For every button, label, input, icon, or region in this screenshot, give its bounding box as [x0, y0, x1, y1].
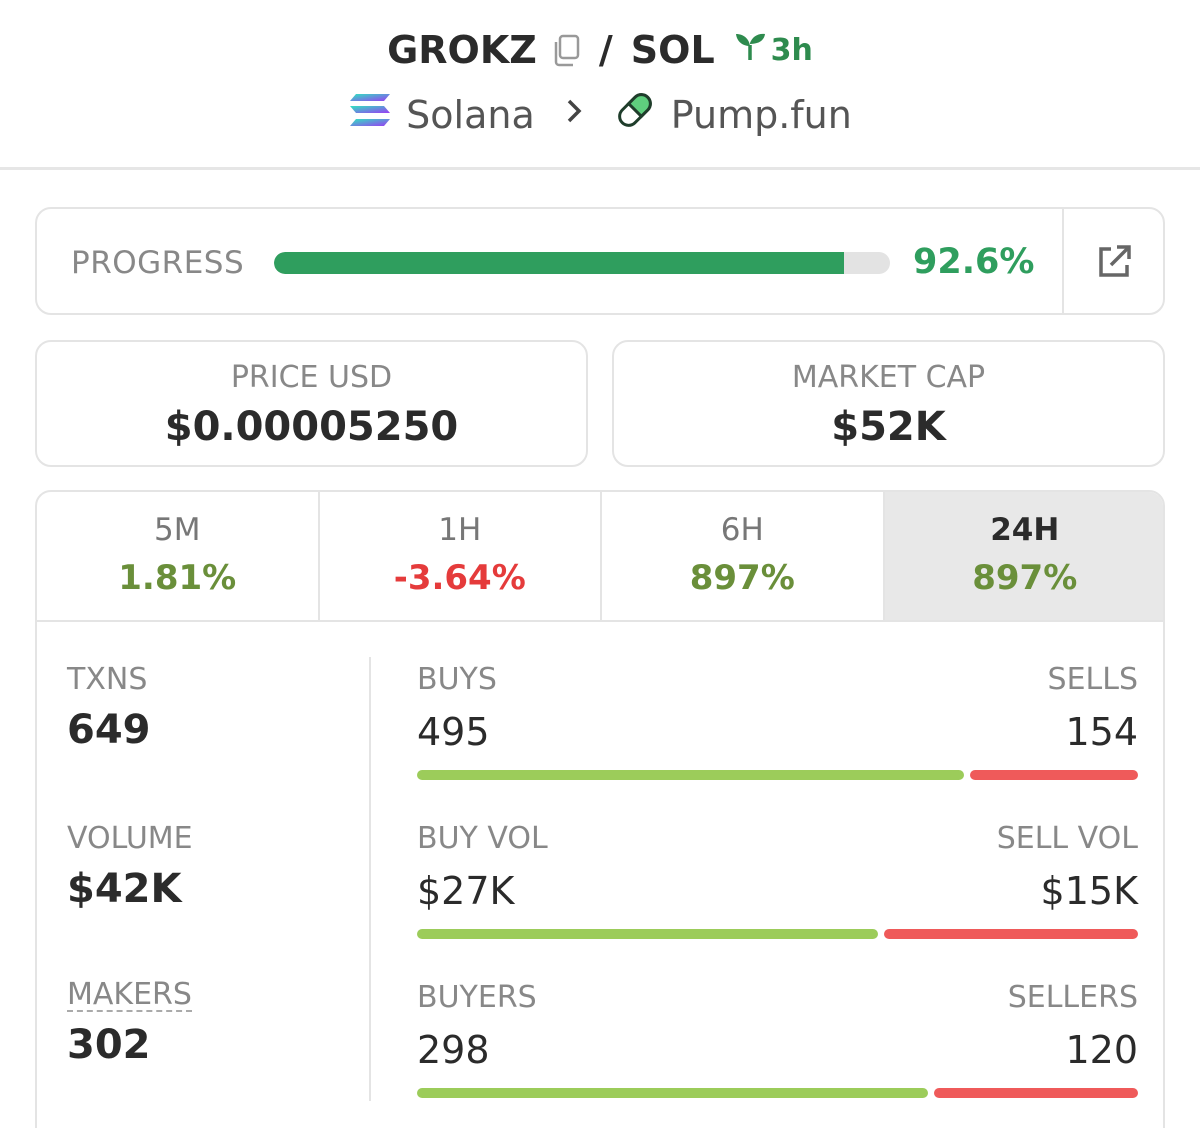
pair-header: GROKZ / SOL 3h [0, 0, 1200, 170]
txns-metric: TXNS 649 [67, 662, 151, 753]
pill-icon [613, 88, 657, 141]
buyers-label: BUYERS [417, 980, 537, 1015]
tab-change: 1.81% [118, 558, 237, 598]
buys-sells-row: BUYS SELLS 495 154 [417, 662, 1138, 792]
dex-name[interactable]: Pump.fun [670, 92, 852, 137]
volume-split-row: BUY VOL SELL VOL $27K $15K [417, 821, 1138, 951]
sells-bar [970, 770, 1138, 780]
makers-label[interactable]: MAKERS [67, 977, 192, 1012]
sells-label: SELLS [1047, 662, 1138, 697]
txns-value: 649 [67, 707, 151, 753]
buys-label: BUYS [417, 662, 497, 697]
makers-metric: MAKERS 302 [67, 980, 192, 1068]
buy-vol-bar [417, 929, 878, 939]
sell-vol-value: $15K [1040, 869, 1138, 913]
bonding-progress-card: PROGRESS 92.6% [35, 207, 1165, 315]
copy-icon[interactable] [551, 33, 581, 67]
volume-split-bar [417, 929, 1138, 939]
chain-name[interactable]: Solana [406, 92, 535, 137]
sellers-label: SELLERS [1007, 980, 1138, 1015]
totals-column: TXNS 649 VOLUME $42K MAKERS 302 [37, 622, 369, 1128]
tab-change: -3.64% [393, 558, 526, 598]
sell-vol-label: SELL VOL [996, 821, 1138, 856]
tab-change: 897% [972, 558, 1078, 598]
sellers-bar [934, 1088, 1138, 1098]
price-usd-label: PRICE USD [230, 360, 393, 395]
pair-separator: / [598, 28, 613, 72]
buyers-value: 298 [417, 1028, 490, 1072]
pair-title: GROKZ / SOL 3h [0, 28, 1200, 72]
buy-vol-value: $27K [417, 869, 515, 913]
volume-metric: VOLUME $42K [67, 821, 193, 912]
pair-age: 3h [733, 31, 813, 69]
sell-vol-bar [884, 929, 1138, 939]
tab-label: 6H [720, 512, 764, 548]
tab-1h[interactable]: 1H -3.64% [320, 492, 602, 620]
price-usd-card: PRICE USD $0.00005250 [35, 340, 588, 467]
volume-value: $42K [67, 866, 182, 912]
volume-label: VOLUME [67, 821, 193, 856]
buyers-bar [417, 1088, 928, 1098]
price-usd-value: $0.00005250 [164, 404, 459, 450]
progress-bar [274, 252, 890, 274]
stats-panel: 5M 1.81% 1H -3.64% 6H 897% 24H 897% TXNS… [35, 490, 1165, 1128]
column-divider [369, 657, 371, 1101]
tab-6h[interactable]: 6H 897% [602, 492, 885, 620]
buyers-sellers-bar [417, 1088, 1138, 1098]
progress-label: PROGRESS [71, 245, 245, 281]
chevron-right-icon [565, 97, 583, 132]
buys-bar [417, 770, 964, 780]
sprout-icon [733, 31, 767, 69]
breadcrumb: Solana Pump.fun [0, 88, 1200, 141]
base-symbol: GROKZ [387, 28, 537, 72]
txns-label: TXNS [67, 662, 148, 697]
tab-24h[interactable]: 24H 897% [884, 492, 1163, 620]
external-link-icon[interactable] [1095, 243, 1133, 281]
progress-value: 92.6% [913, 242, 1035, 282]
timeframe-tabs: 5M 1.81% 1H -3.64% 6H 897% 24H 897% [37, 492, 1163, 622]
sellers-value: 120 [1065, 1028, 1138, 1072]
buys-value: 495 [417, 710, 490, 754]
tab-label: 1H [438, 512, 482, 548]
divider [1062, 209, 1064, 313]
sells-value: 154 [1065, 710, 1138, 754]
makers-value: 302 [67, 1022, 151, 1068]
market-cap-value: $52K [831, 404, 946, 450]
solana-icon [348, 92, 392, 137]
tab-5m[interactable]: 5M 1.81% [37, 492, 320, 620]
buys-sells-bar [417, 770, 1138, 780]
quote-symbol: SOL [630, 28, 715, 72]
age-text: 3h [770, 32, 813, 68]
buy-vol-label: BUY VOL [417, 821, 548, 856]
tab-label: 5M [154, 512, 201, 548]
tab-label: 24H [990, 512, 1060, 548]
progress-bar-fill [274, 252, 845, 274]
market-cap-label: MARKET CAP [791, 360, 986, 395]
buyers-sellers-row: BUYERS SELLERS 298 120 [417, 980, 1138, 1110]
market-cap-card: MARKET CAP $52K [612, 340, 1165, 467]
tab-change: 897% [689, 558, 795, 598]
